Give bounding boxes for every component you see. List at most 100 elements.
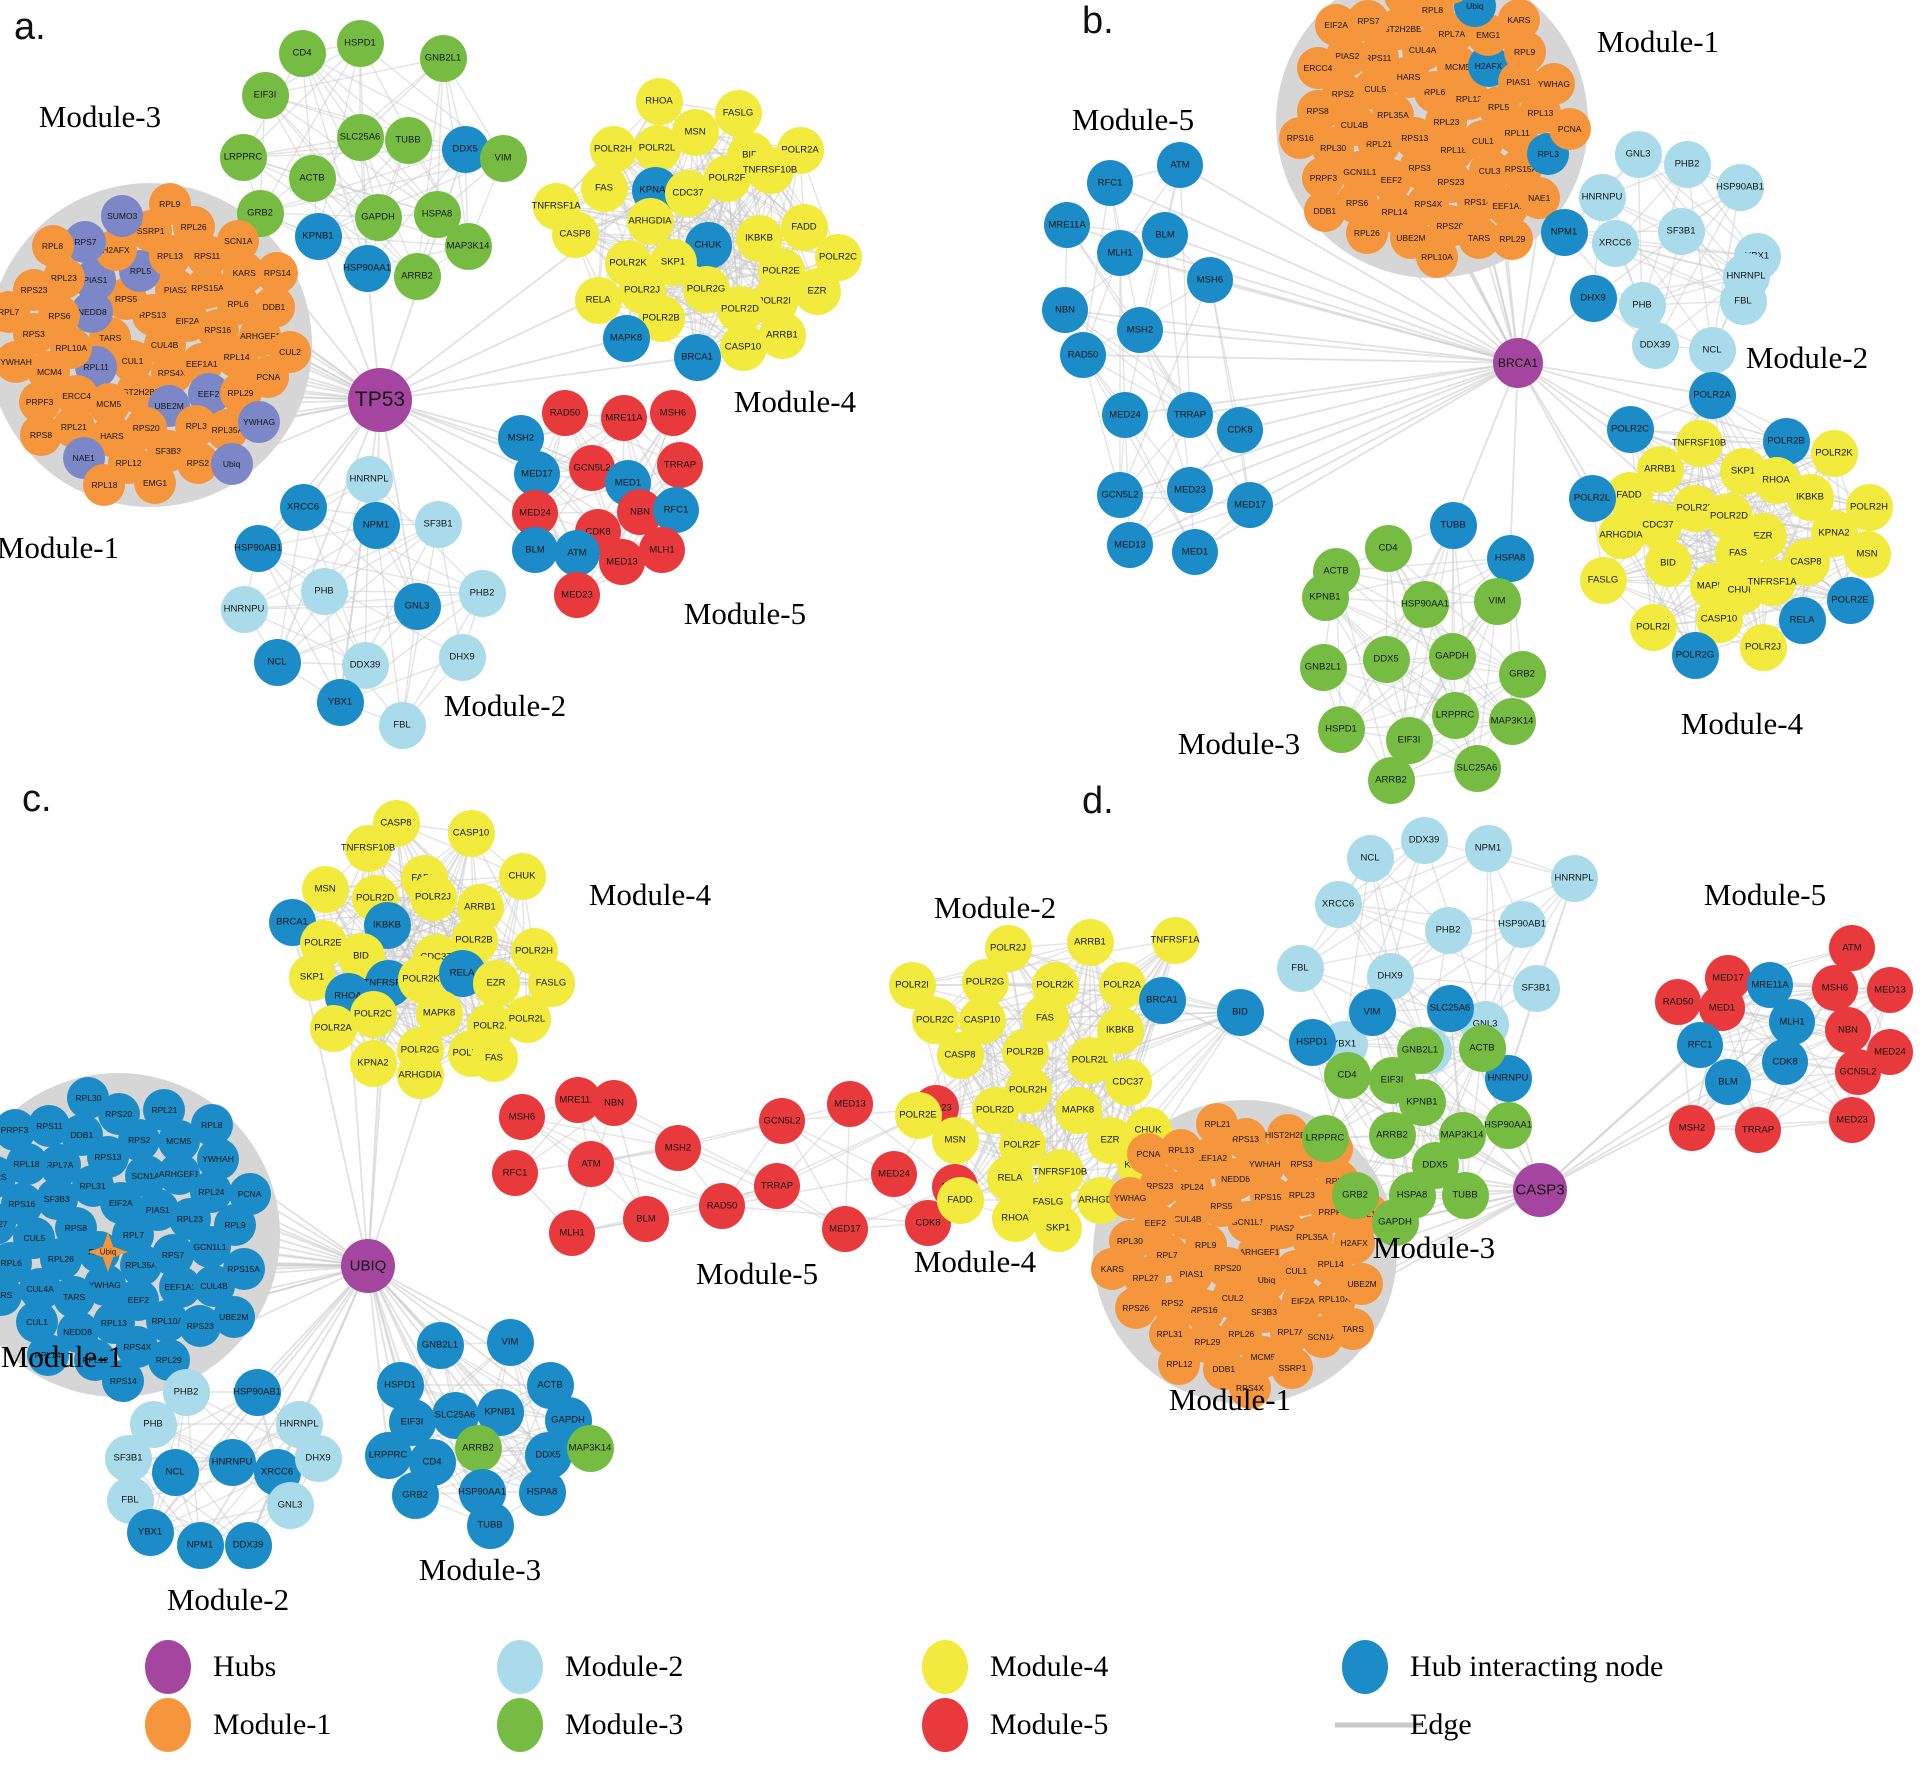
node-label: TRRAP [663, 459, 697, 471]
node-vim: VIM [486, 1318, 534, 1366]
node-label: ARRB1 [464, 901, 496, 913]
node-polr2e: POLR2E [1826, 576, 1874, 624]
node-label: YWHAH [1249, 1158, 1281, 1169]
node-gnb2l1: GNB2L1 [419, 34, 467, 82]
node-label: EIF3I [1397, 734, 1421, 746]
node-label: TUBB [1440, 519, 1466, 531]
node-ddx39: DDX39 [1400, 816, 1448, 864]
node-label: ARHGEF1 [158, 1169, 200, 1180]
node-label: CDK8 [1227, 424, 1253, 436]
module-label-c-module-3: Module-3 [418, 1552, 542, 1587]
node-label: HSPA8 [1396, 1189, 1428, 1201]
node-label: MED17 [829, 1223, 861, 1235]
node-label: NEDD8 [1221, 1174, 1250, 1185]
node-label: RPL5 [129, 266, 152, 277]
node-rpl8: RPL8 [31, 225, 74, 268]
node-label: DDX5 [1373, 653, 1399, 665]
node-label: RPS7 [161, 1250, 185, 1261]
node-npm1: NPM1 [1540, 208, 1588, 256]
node-label: EIF2A [175, 316, 200, 327]
node-nbn: NBN [1042, 287, 1088, 333]
node-label: TNFRSF1A [363, 977, 413, 989]
node-mlh1: MLH1 [639, 527, 685, 573]
node-hspd1: HSPD1 [1317, 705, 1365, 753]
node-label: DDX39 [1639, 339, 1671, 351]
node-label: RPS3 [1290, 1159, 1313, 1170]
node-label: CDC37 [672, 187, 704, 199]
node-label: PHB [143, 1418, 163, 1430]
node-ubiq: Ubiq [210, 442, 253, 485]
node-label: RPS20 [132, 423, 160, 434]
node-label: TARS [1468, 232, 1491, 243]
node-label: YWHAG [88, 1279, 121, 1290]
node-label: CUL4A [26, 1284, 54, 1295]
node-label: GAPDH [551, 1414, 585, 1426]
node-label: CUL2 [279, 347, 301, 358]
node-label: TNFRSF1A [531, 200, 581, 212]
node-label: RPL3 [1537, 148, 1559, 159]
node-label: MCM4 [36, 366, 62, 377]
node-label: POLR2D [975, 1104, 1015, 1116]
node-label: RPS20 [1436, 221, 1464, 232]
node-emg1: EMG1 [134, 461, 177, 504]
node-hsp90ab1: HSP90AB1 [234, 524, 282, 572]
node-label: NCL [165, 1466, 185, 1478]
node-label: TARS [63, 1292, 86, 1303]
node-msh2: MSH2 [1117, 307, 1163, 353]
node-label: GCN5L2 [1101, 489, 1139, 501]
node-label: Ubiq [222, 458, 241, 469]
node-label: RPL10A [55, 343, 88, 354]
node-label: RPS13 [1401, 132, 1429, 143]
node-label: PHB2 [1674, 158, 1700, 170]
node-msh6: MSH6 [1812, 965, 1858, 1011]
node-hspa8: HSPA8 [1486, 534, 1534, 582]
node-msh2: MSH2 [655, 1125, 701, 1171]
node-gcn5l2: GCN5L2 [1835, 1049, 1881, 1095]
node-label: MCM5 [166, 1135, 192, 1146]
module-label-b-module-2: Module-2 [1745, 340, 1869, 375]
node-polr2c: POLR2C [349, 990, 397, 1038]
node-label: HSPD1 [384, 1379, 416, 1391]
node-rela: RELA [1778, 596, 1826, 644]
node-dhx9: DHX9 [1569, 274, 1617, 322]
legend-label-module-1: Module-1 [213, 1708, 332, 1741]
node-eif3i: EIF3I [1385, 716, 1433, 764]
node-cdk8: CDK8 [1217, 407, 1263, 453]
node-label: TRRAP [760, 1180, 794, 1192]
node-label: GAPDH [1378, 1216, 1412, 1228]
node-label: POLR2I [473, 1020, 507, 1032]
node-kars: KARS [1497, 0, 1540, 41]
node-phb: PHB [300, 567, 348, 615]
node-npm1: NPM1 [352, 501, 400, 549]
node-polr2l: POLR2L [503, 995, 551, 1043]
node-cd4: CD4 [1364, 524, 1412, 572]
node-trrap: TRRAP [754, 1163, 800, 1209]
node-gnb2l1: GNB2L1 [1299, 643, 1347, 691]
node-label: BLM [1155, 229, 1175, 241]
hub-tp53: TP53 [348, 368, 412, 432]
node-label: MED24 [519, 507, 551, 519]
node-label: TRRAP [1173, 409, 1207, 421]
node-pcna: PCNA [228, 1173, 271, 1216]
node-med23: MED23 [1167, 467, 1213, 513]
node-label: TNFRSF10B [742, 164, 798, 176]
node-label: KPNA2 [357, 1057, 389, 1069]
node-label: POLR2C [818, 251, 858, 263]
node-label: GNL3 [404, 600, 430, 612]
node-phb2: PHB2 [1663, 140, 1711, 188]
node-arrb1: ARRB1 [1066, 918, 1114, 966]
node-label: HSPA8 [421, 208, 453, 220]
node-label: RPL7 [0, 307, 20, 318]
node-label: RPL11 [83, 362, 109, 373]
node-label: ERCC4 [1303, 62, 1333, 73]
node-label: RPS23 [186, 1320, 214, 1331]
node-label: YWHAG [1537, 79, 1570, 90]
node-label: POLR2D [720, 303, 760, 315]
node-label: MSH6 [1196, 274, 1224, 286]
node-pcna: PCNA [1127, 1133, 1170, 1176]
node-label: RPL29 [227, 387, 254, 398]
module-label-d-module-4: Module-4 [913, 1244, 1037, 1279]
node-label: IKBKB [745, 232, 773, 244]
node-label: CHUK [694, 239, 722, 251]
node-label: SUMO3 [107, 210, 138, 221]
